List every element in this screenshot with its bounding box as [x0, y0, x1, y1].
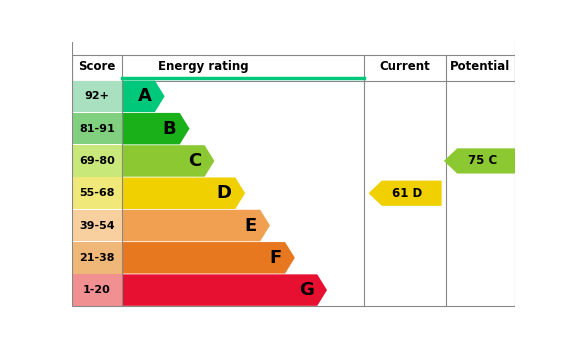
Text: Current: Current [380, 60, 431, 73]
Text: 69-80: 69-80 [79, 156, 115, 166]
Text: 61 D: 61 D [392, 187, 422, 200]
Text: G: G [299, 281, 313, 299]
Text: F: F [269, 249, 281, 267]
FancyBboxPatch shape [72, 81, 122, 112]
FancyBboxPatch shape [72, 242, 122, 274]
FancyBboxPatch shape [72, 177, 122, 209]
Text: 55-68: 55-68 [80, 188, 115, 198]
Polygon shape [444, 148, 517, 174]
Text: 1-20: 1-20 [83, 285, 111, 295]
Text: 75 C: 75 C [468, 155, 497, 167]
Text: 81-91: 81-91 [79, 124, 115, 134]
Polygon shape [122, 177, 245, 209]
Text: 39-54: 39-54 [79, 221, 115, 230]
Polygon shape [122, 242, 295, 274]
Polygon shape [122, 145, 214, 177]
FancyBboxPatch shape [72, 145, 122, 177]
FancyBboxPatch shape [72, 113, 122, 144]
Text: D: D [217, 184, 232, 202]
Text: Potential: Potential [450, 60, 511, 73]
FancyBboxPatch shape [72, 274, 122, 306]
FancyBboxPatch shape [72, 210, 122, 241]
Polygon shape [122, 113, 189, 144]
Text: 21-38: 21-38 [80, 253, 115, 263]
Text: Score: Score [78, 60, 116, 73]
Polygon shape [368, 181, 442, 206]
FancyBboxPatch shape [72, 55, 515, 81]
Text: C: C [188, 152, 201, 170]
Polygon shape [122, 274, 327, 306]
Polygon shape [122, 210, 270, 241]
Text: 92+: 92+ [85, 92, 109, 101]
Text: E: E [244, 216, 257, 235]
Text: Energy rating: Energy rating [158, 60, 249, 73]
Text: A: A [137, 87, 152, 105]
Text: B: B [162, 120, 176, 138]
Polygon shape [122, 81, 165, 112]
